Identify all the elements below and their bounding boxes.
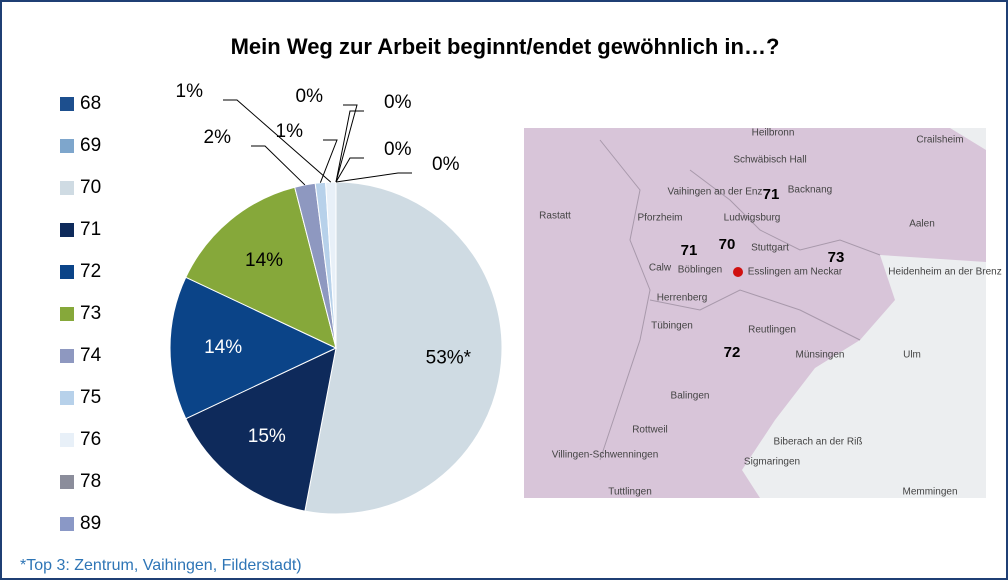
map-region-label: 73 [828, 249, 845, 266]
legend-label: 89 [80, 513, 101, 534]
map-place-label: Herrenberg [657, 293, 708, 304]
map-outside-area [742, 255, 986, 498]
map-border [599, 139, 651, 461]
footnote: *Top 3: Zentrum, Vaihingen, Filderstadt) [20, 557, 302, 574]
map-place-label: Sigmaringen [744, 457, 800, 468]
legend-swatch [60, 181, 74, 195]
map-place-label: Rastatt [539, 211, 571, 222]
map-region-label: 71 [763, 186, 780, 203]
map-place-label: Villingen-Schwenningen [552, 450, 659, 461]
map-border [689, 169, 881, 256]
pie-slice [304, 181, 503, 515]
map-place-label: Biberach an der Riß [774, 437, 863, 448]
map-region-label: 71 [681, 242, 698, 259]
data-label: 1% [276, 121, 304, 142]
data-label: 15% [248, 426, 286, 447]
legend-label: 69 [80, 135, 101, 156]
legend-swatch [60, 517, 74, 531]
leader-line [251, 145, 306, 186]
legend-label: 68 [80, 93, 101, 114]
data-label: 53%* [426, 348, 472, 369]
map-place-label: Pforzheim [637, 213, 682, 224]
data-label: 0% [384, 139, 412, 160]
legend-label: 74 [80, 345, 102, 366]
data-label: 14% [245, 250, 283, 271]
pie-slice [185, 347, 337, 512]
legend-label: 78 [80, 471, 101, 492]
leader-line [335, 104, 358, 183]
data-label: 2% [204, 127, 232, 148]
map-place-label: Memmingen [902, 487, 957, 498]
legend-swatch [60, 349, 74, 363]
map-place-label: Backnang [788, 185, 832, 196]
map-place-label: Calw [649, 263, 672, 274]
legend-swatch [60, 223, 74, 237]
map-place-label: Tübingen [651, 321, 693, 332]
map-place-label: Schwäbisch Hall [733, 155, 806, 166]
pie-slice [185, 186, 337, 349]
data-label: 14% [204, 337, 242, 358]
map-place-label: Rottweil [632, 425, 668, 436]
pie-slice [169, 276, 338, 420]
map-place-label: Crailsheim [916, 135, 963, 146]
leader-line [335, 110, 364, 183]
map-region-label: 70 [719, 236, 736, 253]
data-label: 0% [296, 86, 324, 107]
leader-line [335, 157, 364, 183]
map-marker [733, 267, 743, 277]
map-place-label: Esslingen am Neckar [748, 267, 843, 278]
chart-title: Mein Weg zur Arbeit beginnt/endet gewöhn… [231, 34, 780, 59]
leader-line [223, 99, 332, 183]
legend-label: 75 [80, 387, 101, 408]
map-place-label: Aalen [909, 219, 935, 230]
map-place-label: Heilbronn [752, 128, 795, 139]
map-place-label: Münsingen [796, 350, 845, 361]
legend-swatch [60, 433, 74, 447]
map-place-label: Balingen [671, 391, 710, 402]
legend-label: 72 [80, 261, 101, 282]
data-label: 0% [384, 92, 412, 113]
map-place-label: Vaihingen an der Enz [668, 187, 763, 198]
legend-swatch [60, 265, 74, 279]
pie [169, 181, 503, 515]
map-region-label: 72 [724, 344, 741, 361]
map-place-label: Stuttgart [751, 243, 789, 254]
data-label: 1% [176, 81, 204, 102]
map-border [649, 289, 861, 341]
leader-line [335, 172, 412, 183]
legend-label: 70 [80, 177, 101, 198]
map-place-label: Ulm [903, 350, 921, 361]
legend-swatch [60, 97, 74, 111]
legend-label: 71 [80, 219, 101, 240]
legend-label: 76 [80, 429, 101, 450]
legend-swatch [60, 307, 74, 321]
leader-line [319, 139, 338, 183]
map-place-label: Reutlingen [748, 325, 796, 336]
data-label: 0% [432, 154, 460, 175]
map-outside-area [950, 128, 986, 150]
map-place-label: Heidenheim an der Brenz [888, 267, 1001, 278]
legend-swatch [60, 139, 74, 153]
map-place-label: Tuttlingen [608, 487, 652, 498]
map [524, 128, 986, 498]
legend-label: 73 [80, 303, 101, 324]
map-place-label: Ludwigsburg [724, 213, 781, 224]
legend-swatch [60, 391, 74, 405]
legend-swatch [60, 475, 74, 489]
map-place-label: Böblingen [678, 265, 722, 276]
